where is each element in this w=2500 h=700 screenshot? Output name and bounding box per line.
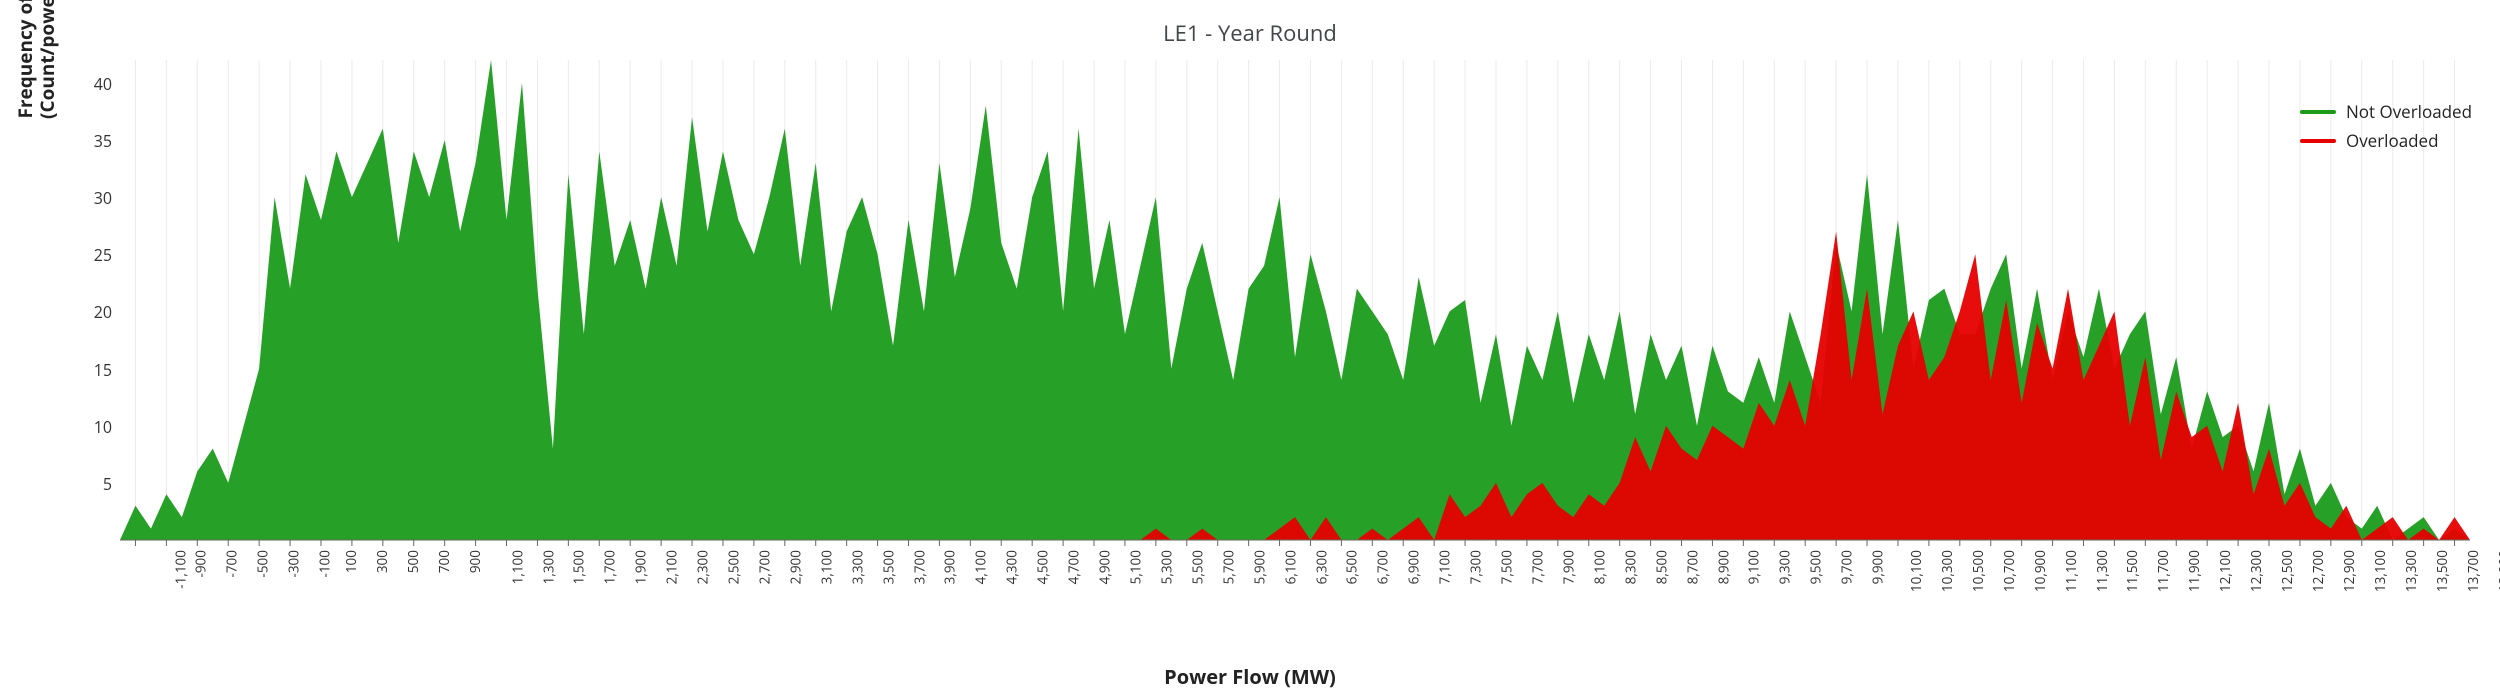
x-tick-label: 1,100 <box>508 550 526 584</box>
x-tick-label: 6,300 <box>1312 550 1330 584</box>
x-tick-label: 2,100 <box>663 550 681 584</box>
legend-item-not-overloaded: Not Overloaded <box>2300 100 2472 123</box>
x-tick-label: 9,500 <box>1807 550 1825 584</box>
x-tick-label: 6,700 <box>1374 550 1392 584</box>
x-tick-label: 12,900 <box>2340 550 2358 592</box>
x-tick-label: 12,500 <box>2278 550 2296 592</box>
x-tick-label: 11,500 <box>2124 550 2142 592</box>
x-tick-label: 3,100 <box>817 550 835 584</box>
x-tick-label: 2,900 <box>786 550 804 584</box>
y-tick-label: 40 <box>72 73 112 95</box>
x-tick-label: 6,100 <box>1281 550 1299 584</box>
x-tick-label: 8,700 <box>1683 550 1701 584</box>
x-tick-label: 13,900 <box>2495 550 2500 592</box>
x-tick-label: 10,100 <box>1907 550 1925 592</box>
x-tick-label: 7,500 <box>1497 550 1515 584</box>
x-tick-label: 4,900 <box>1095 550 1113 584</box>
x-tick-label: 9,300 <box>1776 550 1794 584</box>
y-tick-label: 35 <box>72 130 112 152</box>
x-tick-label: 5,300 <box>1157 550 1175 584</box>
y-tick-label: 15 <box>72 359 112 381</box>
x-tick-label: 11,100 <box>2062 550 2080 592</box>
x-tick-label: 2,300 <box>693 550 711 584</box>
x-tick-label: 7,100 <box>1436 550 1454 584</box>
x-tick-label: 1,300 <box>539 550 557 584</box>
x-tick-label: 7,700 <box>1528 550 1546 584</box>
x-tick-label: 4,100 <box>972 550 990 584</box>
x-tick-label: 10,700 <box>2000 550 2018 592</box>
x-tick-label: 12,300 <box>2247 550 2265 592</box>
x-tick-label: 12,700 <box>2309 550 2327 592</box>
x-tick-label: 100 <box>342 550 360 573</box>
x-tick-label: 2,500 <box>724 550 742 584</box>
x-tick-label: 11,700 <box>2155 550 2173 592</box>
x-tick-label: 11,900 <box>2185 550 2203 592</box>
legend-label: Overloaded <box>2346 129 2439 152</box>
y-tick-label: 10 <box>72 416 112 438</box>
legend: Not Overloaded Overloaded <box>2300 100 2472 158</box>
x-tick-label: 1,700 <box>601 550 619 584</box>
x-tick-label: 9,700 <box>1838 550 1856 584</box>
x-tick-label: 3,900 <box>941 550 959 584</box>
x-tick-label: -900 <box>192 550 210 578</box>
x-tick-label: 13,700 <box>2464 550 2482 592</box>
y-tick-label: 20 <box>72 301 112 323</box>
x-tick-label: 1,500 <box>570 550 588 584</box>
x-tick-label: 11,300 <box>2093 550 2111 592</box>
x-tick-label: -1,100 <box>172 550 190 589</box>
legend-swatch-not-overloaded <box>2300 110 2336 114</box>
x-tick-label: 4,300 <box>1003 550 1021 584</box>
chart-title: LE1 - Year Round <box>0 18 2500 48</box>
x-tick-label: 8,300 <box>1621 550 1639 584</box>
legend-item-overloaded: Overloaded <box>2300 129 2472 152</box>
y-tick-label: 25 <box>72 244 112 266</box>
x-tick-label: 3,300 <box>848 550 866 584</box>
x-tick-label: -300 <box>285 550 303 578</box>
plot-area <box>120 60 2470 550</box>
y-tick-label: 5 <box>72 473 112 495</box>
x-tick-label: 5,100 <box>1126 550 1144 584</box>
x-tick-label: 9,100 <box>1745 550 1763 584</box>
x-axis-label: Power Flow (MW) <box>0 663 2500 690</box>
x-tick-label: 3,500 <box>879 550 897 584</box>
y-axis-label: Frequency of Power Flow (Count/power flo… <box>15 0 59 180</box>
x-tick-label: 9,900 <box>1868 550 1886 584</box>
x-tick-label: 8,900 <box>1714 550 1732 584</box>
y-tick-label: 30 <box>72 187 112 209</box>
legend-label: Not Overloaded <box>2346 100 2472 123</box>
x-tick-label: 900 <box>466 550 484 573</box>
x-tick-label: 6,500 <box>1343 550 1361 584</box>
x-tick-label: 7,900 <box>1559 550 1577 584</box>
x-tick-label: 5,700 <box>1219 550 1237 584</box>
x-tick-label: 12,100 <box>2216 550 2234 592</box>
legend-swatch-overloaded <box>2300 139 2336 143</box>
x-tick-label: -500 <box>254 550 272 578</box>
x-tick-label: 6,900 <box>1405 550 1423 584</box>
x-tick-label: 500 <box>404 550 422 573</box>
x-tick-label: -100 <box>316 550 334 578</box>
x-tick-label: 1,900 <box>632 550 650 584</box>
x-tick-label: 10,900 <box>2031 550 2049 592</box>
x-tick-label: 13,500 <box>2433 550 2451 592</box>
x-tick-label: -700 <box>223 550 241 578</box>
x-tick-label: 2,700 <box>755 550 773 584</box>
x-tick-label: 10,300 <box>1938 550 1956 592</box>
x-tick-label: 4,700 <box>1065 550 1083 584</box>
x-tick-label: 8,100 <box>1590 550 1608 584</box>
x-tick-label: 5,500 <box>1188 550 1206 584</box>
x-tick-label: 13,300 <box>2402 550 2420 592</box>
x-tick-label: 10,500 <box>1969 550 1987 592</box>
x-tick-label: 3,700 <box>910 550 928 584</box>
x-tick-label: 13,100 <box>2371 550 2389 592</box>
x-tick-label: 700 <box>435 550 453 573</box>
x-tick-label: 300 <box>373 550 391 573</box>
x-tick-label: 4,500 <box>1034 550 1052 584</box>
x-tick-label: 8,500 <box>1652 550 1670 584</box>
x-tick-label: 7,300 <box>1467 550 1485 584</box>
x-tick-label: 5,900 <box>1250 550 1268 584</box>
